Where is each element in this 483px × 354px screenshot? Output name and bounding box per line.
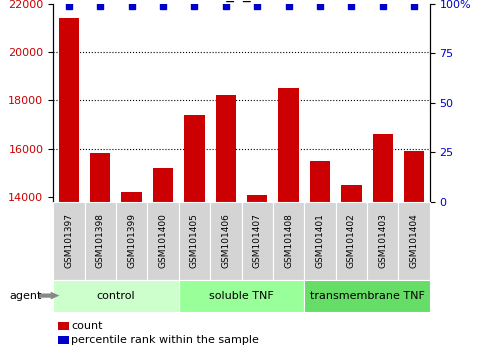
Bar bbox=[247, 195, 268, 202]
Bar bbox=[90, 153, 111, 202]
Text: GSM101399: GSM101399 bbox=[127, 213, 136, 268]
Bar bbox=[53, 202, 85, 280]
Text: GSM101397: GSM101397 bbox=[64, 213, 73, 268]
Bar bbox=[372, 134, 393, 202]
Text: GSM101405: GSM101405 bbox=[190, 213, 199, 268]
Bar bbox=[242, 202, 273, 280]
Bar bbox=[273, 202, 304, 280]
Text: control: control bbox=[97, 291, 135, 301]
Text: count: count bbox=[71, 321, 103, 331]
Bar bbox=[147, 202, 179, 280]
Text: GSM101403: GSM101403 bbox=[378, 213, 387, 268]
Bar bbox=[121, 192, 142, 202]
Bar bbox=[304, 202, 336, 280]
Bar bbox=[278, 88, 299, 202]
Bar bbox=[58, 18, 79, 202]
Bar bbox=[304, 280, 430, 312]
Bar bbox=[310, 161, 330, 202]
Bar bbox=[210, 202, 242, 280]
Bar bbox=[367, 202, 398, 280]
Text: GSM101404: GSM101404 bbox=[410, 213, 419, 268]
Bar bbox=[153, 168, 173, 202]
Bar bbox=[341, 185, 362, 202]
Bar bbox=[404, 151, 425, 202]
Bar bbox=[179, 202, 210, 280]
Bar bbox=[336, 202, 367, 280]
Text: GSM101400: GSM101400 bbox=[158, 213, 168, 268]
Text: GSM101407: GSM101407 bbox=[253, 213, 262, 268]
Text: percentile rank within the sample: percentile rank within the sample bbox=[71, 335, 259, 345]
Bar bbox=[53, 280, 179, 312]
Text: GSM101408: GSM101408 bbox=[284, 213, 293, 268]
Text: GSM101402: GSM101402 bbox=[347, 213, 356, 268]
Bar bbox=[116, 202, 147, 280]
Bar bbox=[184, 115, 205, 202]
Text: GSM101401: GSM101401 bbox=[315, 213, 325, 268]
Bar bbox=[85, 202, 116, 280]
Text: GSM101406: GSM101406 bbox=[221, 213, 230, 268]
Bar bbox=[179, 280, 304, 312]
Text: soluble TNF: soluble TNF bbox=[209, 291, 274, 301]
Bar bbox=[215, 96, 236, 202]
Text: agent: agent bbox=[10, 291, 42, 301]
Text: GDS2773 / 1447320_x_at: GDS2773 / 1447320_x_at bbox=[72, 0, 266, 2]
Text: GSM101398: GSM101398 bbox=[96, 213, 105, 268]
Text: transmembrane TNF: transmembrane TNF bbox=[310, 291, 425, 301]
Bar bbox=[398, 202, 430, 280]
